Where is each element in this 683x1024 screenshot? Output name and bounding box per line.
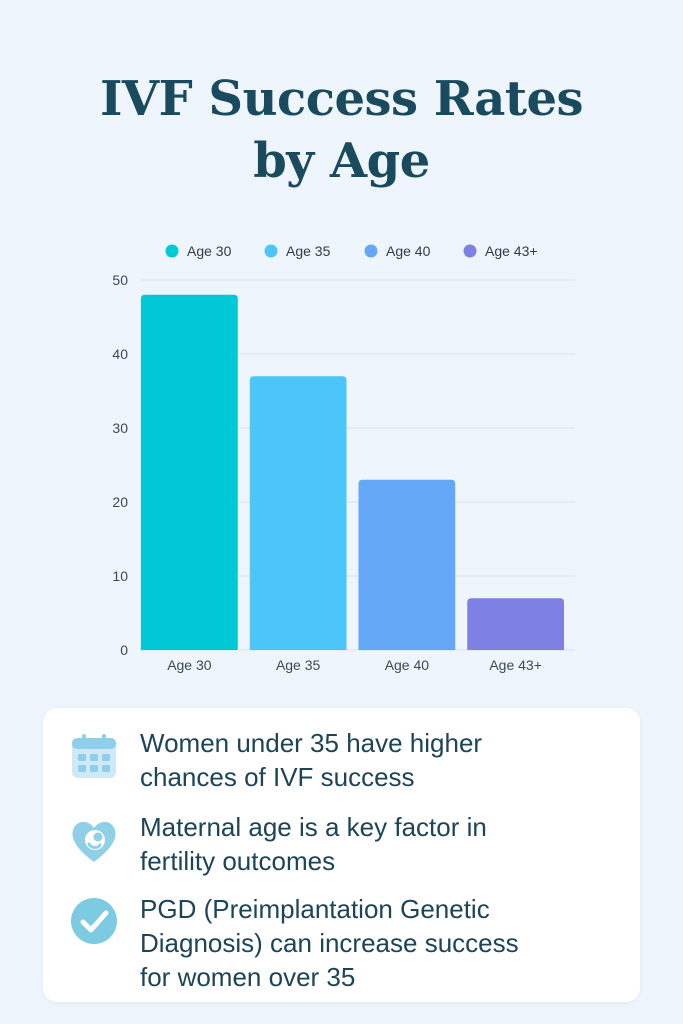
x-tick-label: Age 43+ [489,657,542,673]
fertility-heart-icon [72,821,116,862]
x-tick-label: Age 40 [385,657,430,673]
x-tick-label: Age 30 [167,657,212,673]
legend-swatch [264,244,278,258]
fact-line: Diagnosis) can increase success [140,928,519,958]
bar-1 [141,294,238,650]
calendar-icon [72,734,116,778]
x-tick-label: Age 35 [276,657,321,673]
legend-label: Age 35 [286,243,331,259]
legend-label: Age 40 [386,243,431,259]
y-tick-label: 40 [112,346,128,362]
legend-swatch [463,244,477,258]
checkmark-icon [71,898,117,944]
y-axis: 0 10 20 30 40 50 [112,272,128,658]
fact-text: Maternal age is a key factor in fertilit… [140,810,620,878]
bar-chart: Age 30 Age 35 Age 40 Age 43+ 0 10 20 30 40 50 Ag… [112,243,575,673]
bar-4 [467,598,564,650]
y-tick-label: 0 [120,642,128,658]
chart-legend: Age 30 Age 35 Age 40 Age 43+ [165,243,538,259]
fact-line: Maternal age is a key factor in [140,812,487,842]
chart-bars [141,294,564,650]
fact-text: PGD (Preimplantation Genetic Diagnosis) … [140,892,620,994]
y-tick-label: 50 [112,272,128,288]
title-line-1: IVF Success Rates [99,71,584,127]
y-tick-label: 20 [112,494,128,510]
facts-panel: Women under 35 have higher chances of IV… [43,708,640,1002]
title-line-2: by Age [253,133,430,189]
fact-line: for women over 35 [140,962,356,992]
legend-label: Age 43+ [485,243,538,259]
legend-swatch [165,244,179,258]
legend-swatch [364,244,378,258]
x-axis: Age 30 Age 35 Age 40 Age 43+ [167,657,542,673]
fact-line: PGD (Preimplantation Genetic [140,894,490,924]
fact-line: Women under 35 have higher [140,728,483,758]
bar-2 [249,376,347,650]
bar-3 [358,479,456,650]
page-title: IVF Success Rates by Age [0,68,683,192]
fact-line: fertility outcomes [140,846,336,876]
legend-label: Age 30 [187,243,232,259]
fact-line: chances of IVF success [140,762,415,792]
y-tick-label: 30 [112,420,128,436]
y-tick-label: 10 [112,568,128,584]
fact-text: Women under 35 have higher chances of IV… [140,726,620,794]
